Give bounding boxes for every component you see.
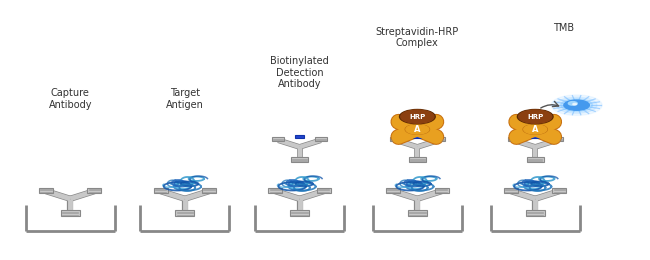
FancyBboxPatch shape — [317, 188, 331, 192]
FancyBboxPatch shape — [552, 188, 566, 192]
Text: Capture
Antibody: Capture Antibody — [49, 88, 92, 110]
FancyBboxPatch shape — [508, 138, 520, 141]
Circle shape — [551, 95, 602, 115]
FancyBboxPatch shape — [290, 210, 309, 216]
FancyBboxPatch shape — [87, 188, 101, 192]
FancyBboxPatch shape — [39, 188, 53, 192]
FancyBboxPatch shape — [551, 138, 563, 141]
FancyBboxPatch shape — [409, 157, 426, 162]
FancyBboxPatch shape — [315, 138, 327, 141]
FancyBboxPatch shape — [386, 188, 400, 192]
Text: Biotinylated
Detection
Antibody: Biotinylated Detection Antibody — [270, 56, 329, 89]
FancyBboxPatch shape — [390, 138, 402, 141]
Circle shape — [406, 125, 429, 134]
Circle shape — [400, 109, 436, 124]
Circle shape — [519, 110, 552, 123]
Text: HRP: HRP — [410, 114, 426, 120]
FancyBboxPatch shape — [268, 188, 282, 192]
FancyBboxPatch shape — [432, 138, 445, 141]
Circle shape — [401, 110, 434, 123]
Circle shape — [556, 97, 597, 113]
Text: TMB: TMB — [553, 23, 575, 33]
Text: HRP: HRP — [527, 114, 543, 120]
Circle shape — [561, 99, 593, 112]
Circle shape — [564, 100, 590, 110]
FancyBboxPatch shape — [504, 188, 518, 192]
FancyBboxPatch shape — [176, 210, 194, 216]
Circle shape — [405, 125, 430, 134]
Circle shape — [524, 125, 547, 134]
FancyBboxPatch shape — [60, 210, 80, 216]
FancyBboxPatch shape — [526, 157, 543, 162]
FancyBboxPatch shape — [408, 210, 427, 216]
Text: A: A — [532, 125, 538, 134]
Circle shape — [573, 103, 577, 105]
FancyBboxPatch shape — [202, 188, 216, 192]
Circle shape — [523, 125, 547, 134]
FancyBboxPatch shape — [291, 157, 308, 162]
FancyBboxPatch shape — [526, 210, 545, 216]
Text: Target
Antigen: Target Antigen — [166, 88, 204, 110]
Text: A: A — [414, 125, 421, 134]
Circle shape — [568, 102, 577, 105]
Text: Streptavidin-HRP
Complex: Streptavidin-HRP Complex — [376, 27, 459, 48]
Circle shape — [517, 109, 553, 124]
FancyBboxPatch shape — [272, 138, 285, 141]
FancyBboxPatch shape — [153, 188, 168, 192]
FancyBboxPatch shape — [435, 188, 448, 192]
